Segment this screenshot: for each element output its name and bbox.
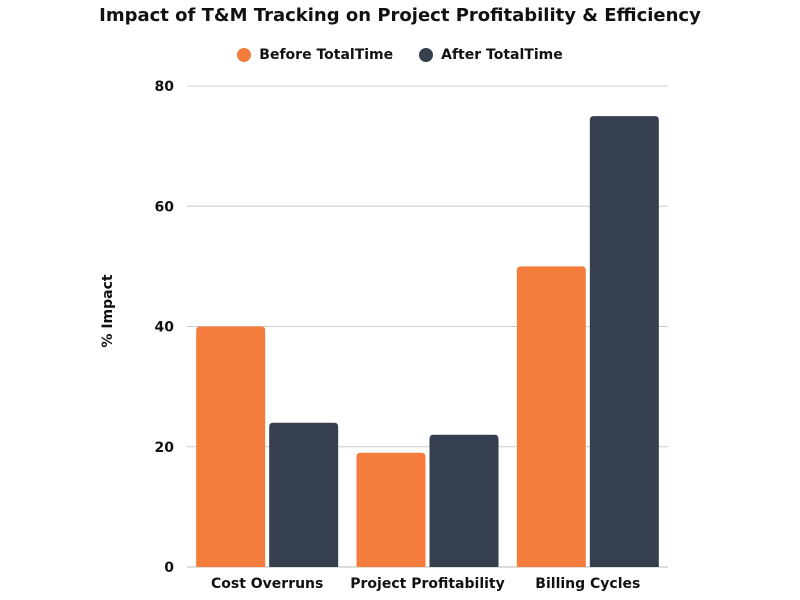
legend-item-before[interactable]: Before TotalTime [237, 47, 393, 63]
x-category-label: Cost Overruns [211, 576, 323, 592]
legend: Before TotalTime After TotalTime [0, 47, 800, 63]
legend-label-after: After TotalTime [441, 47, 563, 63]
bar-before-cost-overruns[interactable] [196, 326, 266, 568]
y-tick-label: 40 [155, 320, 175, 336]
x-category-label: Billing Cycles [535, 576, 640, 592]
legend-item-after[interactable]: After TotalTime [419, 47, 563, 63]
y-tick-label: 20 [155, 440, 175, 456]
y-axis-ticks: 0 20 40 60 80 [155, 79, 175, 576]
bar-after-cost-overruns[interactable] [269, 422, 339, 567]
x-category-label: Project Profitability [350, 576, 504, 592]
bar-before-billing-cycles[interactable] [516, 266, 586, 567]
chart-title: Impact of T&M Tracking on Project Profit… [99, 5, 701, 26]
bar-after-project-profitability[interactable] [429, 434, 499, 567]
y-tick-label: 60 [155, 199, 175, 215]
x-axis-labels: Cost Overruns Project Profitability Billin… [211, 576, 640, 592]
y-tick-label: 0 [164, 560, 174, 576]
y-tick-label: 80 [155, 79, 175, 95]
legend-swatch-before [237, 48, 252, 62]
bars [196, 116, 659, 567]
legend-label-before: Before TotalTime [259, 47, 394, 63]
gridlines [187, 85, 668, 568]
bar-before-project-profitability[interactable] [356, 452, 426, 567]
bar-after-billing-cycles[interactable] [589, 116, 659, 567]
legend-swatch-after [419, 48, 434, 62]
y-axis-title: % Impact [100, 274, 116, 347]
